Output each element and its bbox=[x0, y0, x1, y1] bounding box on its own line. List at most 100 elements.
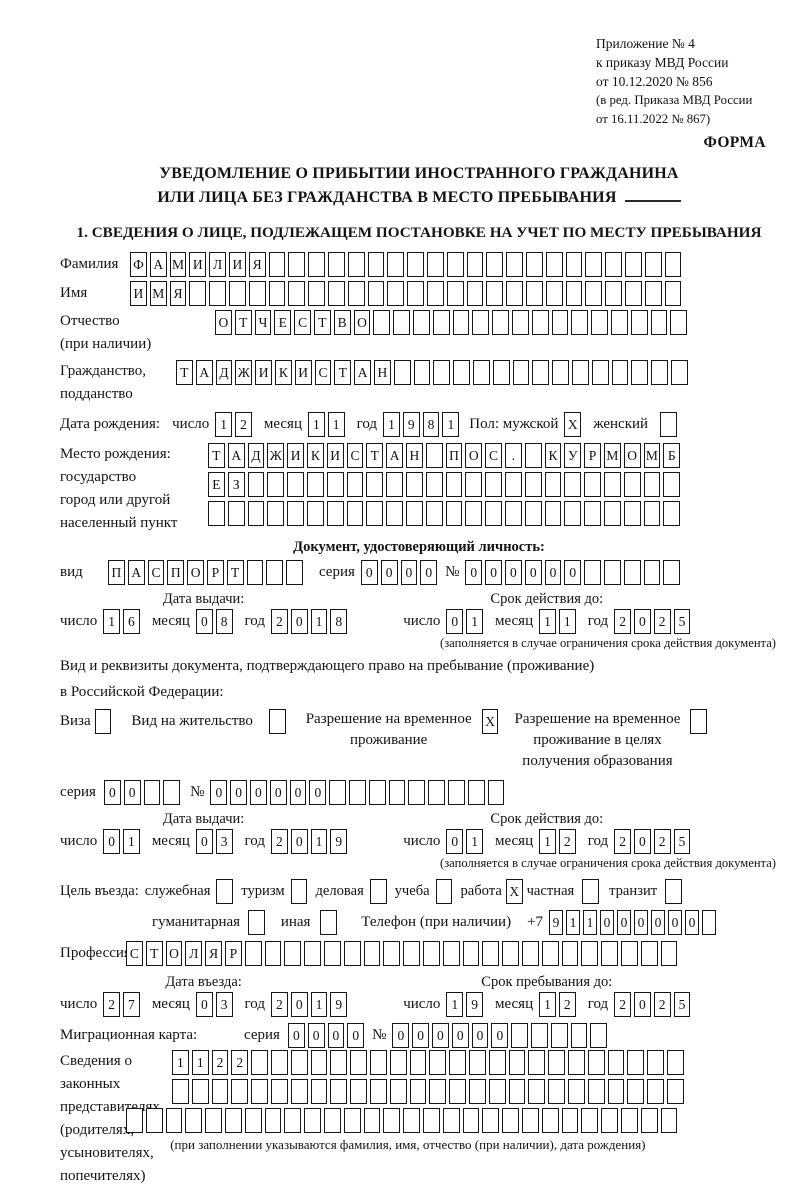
char-cell[interactable]: Е bbox=[274, 309, 292, 335]
char-cell[interactable] bbox=[610, 309, 628, 335]
char-cell[interactable] bbox=[270, 1078, 288, 1104]
char-cell[interactable] bbox=[386, 471, 403, 497]
char-cell[interactable] bbox=[590, 1022, 608, 1048]
char-cell[interactable]: Ж bbox=[267, 442, 285, 468]
char-cell[interactable] bbox=[306, 500, 324, 526]
char-cell[interactable] bbox=[363, 940, 381, 966]
char-cell[interactable] bbox=[492, 359, 510, 385]
char-cell[interactable] bbox=[369, 1078, 387, 1104]
char-cell[interactable]: 0 bbox=[633, 608, 651, 634]
char-cell[interactable] bbox=[544, 500, 562, 526]
char-cell[interactable] bbox=[570, 1022, 588, 1048]
char-cell[interactable] bbox=[346, 500, 364, 526]
char-cell[interactable] bbox=[587, 1049, 605, 1075]
char-cell[interactable]: 0 bbox=[633, 828, 651, 854]
char-cell[interactable] bbox=[327, 280, 345, 306]
char-cell[interactable] bbox=[268, 280, 286, 306]
char-cell[interactable]: И bbox=[130, 280, 147, 306]
char-cell[interactable] bbox=[453, 359, 470, 385]
char-cell[interactable] bbox=[326, 471, 344, 497]
char-cell[interactable]: У bbox=[564, 442, 582, 468]
char-cell[interactable]: К bbox=[306, 442, 324, 468]
char-cell[interactable] bbox=[393, 309, 410, 335]
char-cell[interactable] bbox=[251, 1078, 268, 1104]
char-cell[interactable] bbox=[508, 1049, 526, 1075]
char-cell[interactable] bbox=[346, 471, 364, 497]
char-cell[interactable] bbox=[304, 1107, 321, 1133]
char-cell[interactable] bbox=[368, 779, 386, 805]
char-cell[interactable] bbox=[388, 779, 406, 805]
char-cell[interactable] bbox=[521, 1107, 539, 1133]
char-cell[interactable]: Т bbox=[176, 359, 193, 385]
char-cell[interactable] bbox=[502, 940, 519, 966]
char-cell[interactable]: О bbox=[165, 940, 183, 966]
char-cell[interactable] bbox=[446, 280, 464, 306]
char-cell[interactable] bbox=[660, 1107, 678, 1133]
char-cell[interactable] bbox=[624, 280, 642, 306]
char-cell[interactable] bbox=[623, 559, 641, 585]
char-cell[interactable]: П bbox=[108, 559, 125, 585]
char-cell[interactable]: 0 bbox=[446, 828, 464, 854]
char-cell[interactable]: 0 bbox=[432, 1022, 449, 1048]
char-cell[interactable]: 0 bbox=[668, 909, 683, 935]
char-cell[interactable] bbox=[663, 471, 681, 497]
char-cell[interactable] bbox=[601, 940, 618, 966]
char-cell[interactable] bbox=[541, 940, 559, 966]
char-cell[interactable]: 1 bbox=[539, 608, 556, 634]
char-cell[interactable]: 9 bbox=[330, 991, 348, 1017]
char-cell[interactable] bbox=[405, 500, 423, 526]
char-cell[interactable] bbox=[347, 280, 365, 306]
char-cell[interactable]: 9 bbox=[402, 411, 420, 437]
char-cell[interactable]: 0 bbox=[600, 909, 615, 935]
char-cell[interactable] bbox=[567, 1078, 585, 1104]
char-cell[interactable]: 1 bbox=[310, 828, 328, 854]
char-cell[interactable]: 1 bbox=[466, 608, 483, 634]
char-cell[interactable] bbox=[268, 251, 286, 277]
char-cell[interactable] bbox=[624, 251, 642, 277]
char-cell[interactable] bbox=[605, 280, 622, 306]
char-cell[interactable] bbox=[702, 909, 717, 935]
char-cell[interactable]: 0 bbox=[420, 559, 438, 585]
char-cell[interactable]: 5 bbox=[673, 828, 691, 854]
char-cell[interactable]: 0 bbox=[471, 1022, 489, 1048]
char-cell[interactable]: 8 bbox=[422, 411, 440, 437]
char-cell[interactable]: 0 bbox=[505, 559, 522, 585]
char-cell[interactable]: Ф bbox=[130, 251, 147, 277]
char-cell[interactable] bbox=[482, 1107, 500, 1133]
char-cell[interactable] bbox=[248, 280, 266, 306]
char-cell[interactable] bbox=[343, 1107, 361, 1133]
char-cell[interactable] bbox=[408, 779, 426, 805]
char-cell[interactable]: 9 bbox=[466, 991, 483, 1017]
char-cell[interactable] bbox=[486, 251, 504, 277]
char-cell[interactable]: З bbox=[227, 471, 245, 497]
char-cell[interactable] bbox=[627, 1049, 645, 1075]
char-cell[interactable] bbox=[487, 779, 505, 805]
char-cell[interactable]: 1 bbox=[172, 1049, 189, 1075]
char-cell[interactable]: Я bbox=[248, 251, 266, 277]
char-cell[interactable] bbox=[422, 1107, 440, 1133]
char-cell[interactable]: А bbox=[195, 359, 213, 385]
char-cell[interactable] bbox=[666, 1078, 684, 1104]
char-cell[interactable]: К bbox=[544, 442, 562, 468]
residence-permit-checkbox[interactable] bbox=[268, 708, 286, 734]
char-cell[interactable] bbox=[310, 1078, 328, 1104]
char-cell[interactable] bbox=[651, 359, 668, 385]
char-cell[interactable] bbox=[630, 309, 648, 335]
char-cell[interactable] bbox=[403, 940, 420, 966]
char-cell[interactable] bbox=[488, 1078, 506, 1104]
char-cell[interactable]: 0 bbox=[195, 991, 213, 1017]
char-cell[interactable]: О bbox=[623, 442, 641, 468]
char-cell[interactable] bbox=[288, 280, 306, 306]
char-cell[interactable]: Т bbox=[366, 442, 384, 468]
char-cell[interactable] bbox=[585, 251, 603, 277]
char-cell[interactable]: О bbox=[353, 309, 371, 335]
purpose-private-checkbox[interactable] bbox=[582, 878, 600, 904]
char-cell[interactable]: 8 bbox=[330, 608, 348, 634]
char-cell[interactable] bbox=[482, 940, 500, 966]
char-cell[interactable]: С bbox=[126, 940, 143, 966]
char-cell[interactable]: 1 bbox=[310, 608, 328, 634]
char-cell[interactable]: Т bbox=[334, 359, 352, 385]
char-cell[interactable] bbox=[386, 500, 403, 526]
char-cell[interactable]: 0 bbox=[392, 1022, 410, 1048]
char-cell[interactable] bbox=[387, 280, 405, 306]
